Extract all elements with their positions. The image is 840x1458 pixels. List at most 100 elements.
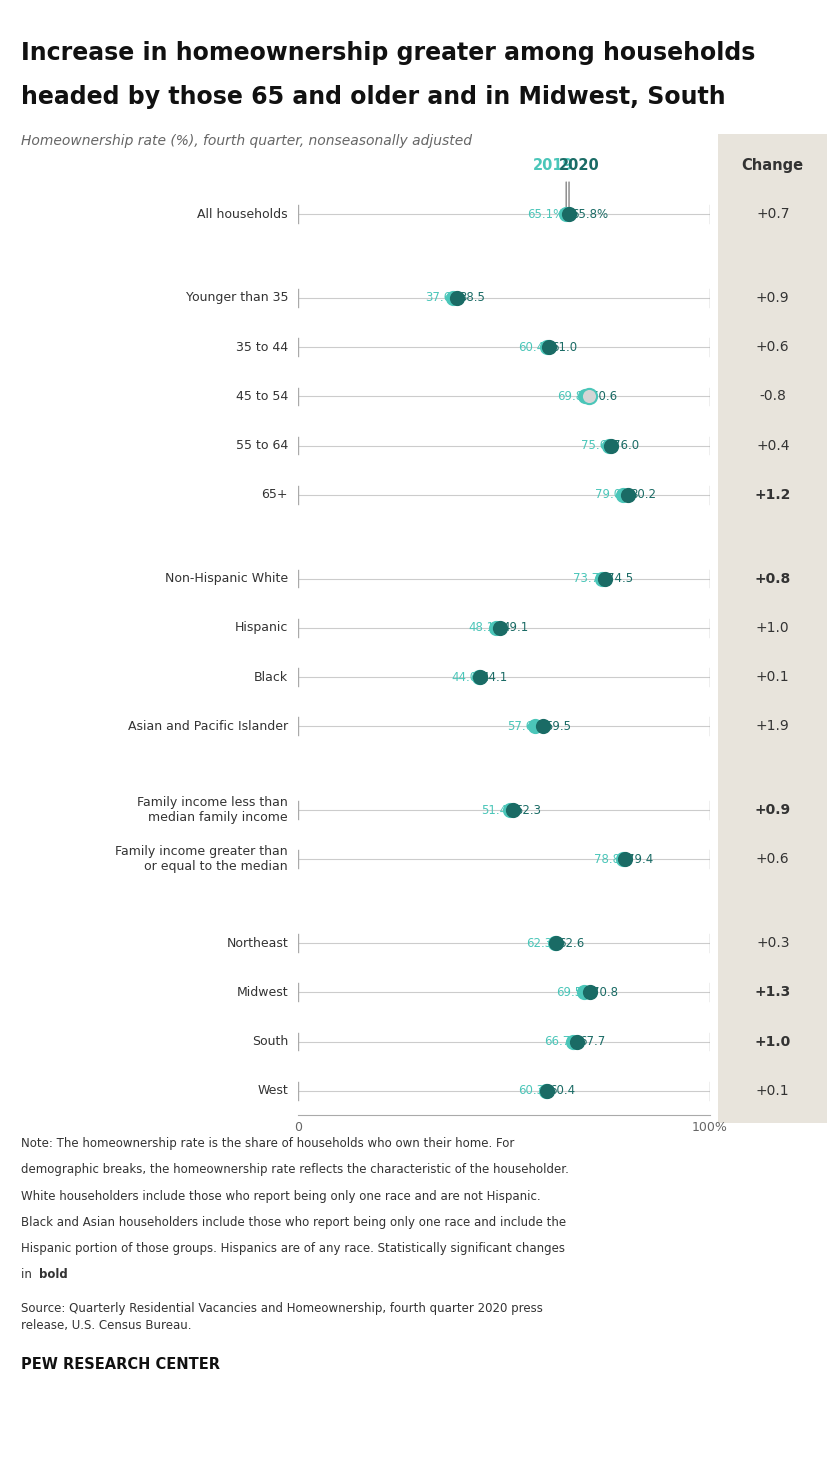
Text: 48.1: 48.1 <box>468 621 494 634</box>
Text: 79.0: 79.0 <box>596 488 622 502</box>
Point <box>548 932 561 955</box>
Point <box>598 567 612 590</box>
Text: White householders include those who report being only one race and are not Hisp: White householders include those who rep… <box>21 1190 541 1203</box>
Text: Hispanic portion of those groups. Hispanics are of any race. Statistically signi: Hispanic portion of those groups. Hispan… <box>21 1242 565 1255</box>
Text: 35 to 44: 35 to 44 <box>236 341 288 354</box>
Text: +0.3: +0.3 <box>756 936 790 951</box>
Text: 69.5: 69.5 <box>556 986 582 999</box>
Text: bold: bold <box>39 1268 68 1282</box>
Text: +1.0: +1.0 <box>754 1035 791 1048</box>
Text: +0.9: +0.9 <box>754 803 791 816</box>
Text: +1.9: +1.9 <box>756 719 790 733</box>
Point <box>602 434 616 458</box>
Text: Family income less than
median family income: Family income less than median family in… <box>138 796 288 824</box>
Text: +0.7: +0.7 <box>756 207 790 222</box>
Text: West: West <box>257 1085 288 1098</box>
Text: 73.7: 73.7 <box>574 572 600 585</box>
Point <box>446 286 459 309</box>
Point <box>616 847 629 870</box>
Point <box>528 714 542 738</box>
Text: +0.8: +0.8 <box>754 572 791 586</box>
Point <box>562 203 575 226</box>
Text: 49.1: 49.1 <box>502 621 528 634</box>
Text: +1.0: +1.0 <box>756 621 790 634</box>
Text: South: South <box>252 1035 288 1048</box>
Text: .: . <box>61 1268 65 1282</box>
Text: 44.0: 44.0 <box>451 671 477 684</box>
Text: 57.6: 57.6 <box>507 720 533 733</box>
Point <box>617 483 630 506</box>
Text: 74.5: 74.5 <box>606 572 633 585</box>
Text: 80.2: 80.2 <box>630 488 656 502</box>
Text: Black and Asian householders include those who report being only one race and in: Black and Asian householders include tho… <box>21 1216 566 1229</box>
Text: All households: All households <box>197 207 288 220</box>
Text: +0.6: +0.6 <box>756 853 790 866</box>
Text: -0.8: -0.8 <box>759 389 786 404</box>
Text: 70.8: 70.8 <box>591 986 617 999</box>
Text: demographic breaks, the homeownership rate reflects the characteristic of the ho: demographic breaks, the homeownership ra… <box>21 1163 569 1177</box>
Text: 38.5: 38.5 <box>459 292 485 305</box>
Text: 62.6: 62.6 <box>558 936 584 949</box>
Point <box>494 617 507 640</box>
Text: +1.2: +1.2 <box>754 488 791 502</box>
Point <box>537 714 550 738</box>
Text: 60.3: 60.3 <box>518 1085 544 1098</box>
Text: PEW RESEARCH CENTER: PEW RESEARCH CENTER <box>21 1357 220 1372</box>
Text: Source: Quarterly Residential Vacancies and Homeownership, fourth quarter 2020 p: Source: Quarterly Residential Vacancies … <box>21 1302 543 1333</box>
Text: Hispanic: Hispanic <box>234 621 288 634</box>
Text: Black: Black <box>254 671 288 684</box>
Point <box>473 665 486 688</box>
Text: 60.4: 60.4 <box>518 341 545 354</box>
Text: headed by those 65 and older and in Midwest, South: headed by those 65 and older and in Midw… <box>21 85 726 108</box>
Text: +0.6: +0.6 <box>756 340 790 354</box>
Point <box>579 385 592 408</box>
Text: Homeownership rate (%), fourth quarter, nonseasonally adjusted: Homeownership rate (%), fourth quarter, … <box>21 134 472 149</box>
Point <box>566 1029 580 1053</box>
Point <box>540 335 554 359</box>
Text: in: in <box>21 1268 35 1282</box>
Text: +0.9: +0.9 <box>756 292 790 305</box>
Point <box>559 203 573 226</box>
Point <box>583 981 596 1005</box>
Point <box>578 981 591 1005</box>
Text: 70.6: 70.6 <box>591 389 617 402</box>
Text: 2020: 2020 <box>559 159 600 174</box>
Text: 65.1%: 65.1% <box>527 207 564 220</box>
Text: 44.1: 44.1 <box>482 671 508 684</box>
Text: +1.3: +1.3 <box>754 986 791 999</box>
Text: Asian and Pacific Islander: Asian and Pacific Islander <box>128 720 288 733</box>
Text: 61.0: 61.0 <box>551 341 577 354</box>
Text: 75.6: 75.6 <box>581 439 607 452</box>
Text: 66.7: 66.7 <box>544 1035 570 1048</box>
Text: Change: Change <box>742 159 804 174</box>
Text: 60.4: 60.4 <box>549 1085 575 1098</box>
Text: +0.1: +0.1 <box>756 671 790 684</box>
Text: 45 to 54: 45 to 54 <box>236 389 288 402</box>
Point <box>473 665 486 688</box>
Text: 79.4: 79.4 <box>627 853 654 866</box>
Text: 62.3: 62.3 <box>527 936 553 949</box>
Text: 67.7: 67.7 <box>579 1035 605 1048</box>
Text: 37.6: 37.6 <box>425 292 451 305</box>
Point <box>582 385 596 408</box>
Text: Non-Hispanic White: Non-Hispanic White <box>165 572 288 585</box>
Text: 55 to 64: 55 to 64 <box>236 439 288 452</box>
Point <box>543 335 556 359</box>
Point <box>618 847 632 870</box>
Text: Family income greater than
or equal to the median: Family income greater than or equal to t… <box>115 846 288 873</box>
Point <box>540 1079 554 1102</box>
Point <box>604 434 617 458</box>
Text: Northeast: Northeast <box>226 936 288 949</box>
Text: 59.5: 59.5 <box>545 720 571 733</box>
Text: 2019: 2019 <box>533 159 574 174</box>
Text: Note: The homeownership rate is the share of households who own their home. For: Note: The homeownership rate is the shar… <box>21 1137 514 1150</box>
Text: +0.1: +0.1 <box>756 1083 790 1098</box>
Text: 65+: 65+ <box>261 488 288 502</box>
Text: 51.4: 51.4 <box>481 803 507 816</box>
Text: 65.8%: 65.8% <box>571 207 608 220</box>
Text: 69.8: 69.8 <box>557 389 584 402</box>
Point <box>490 617 503 640</box>
Text: Younger than 35: Younger than 35 <box>186 292 288 305</box>
Text: Increase in homeownership greater among households: Increase in homeownership greater among … <box>21 41 755 64</box>
Point <box>570 1029 584 1053</box>
